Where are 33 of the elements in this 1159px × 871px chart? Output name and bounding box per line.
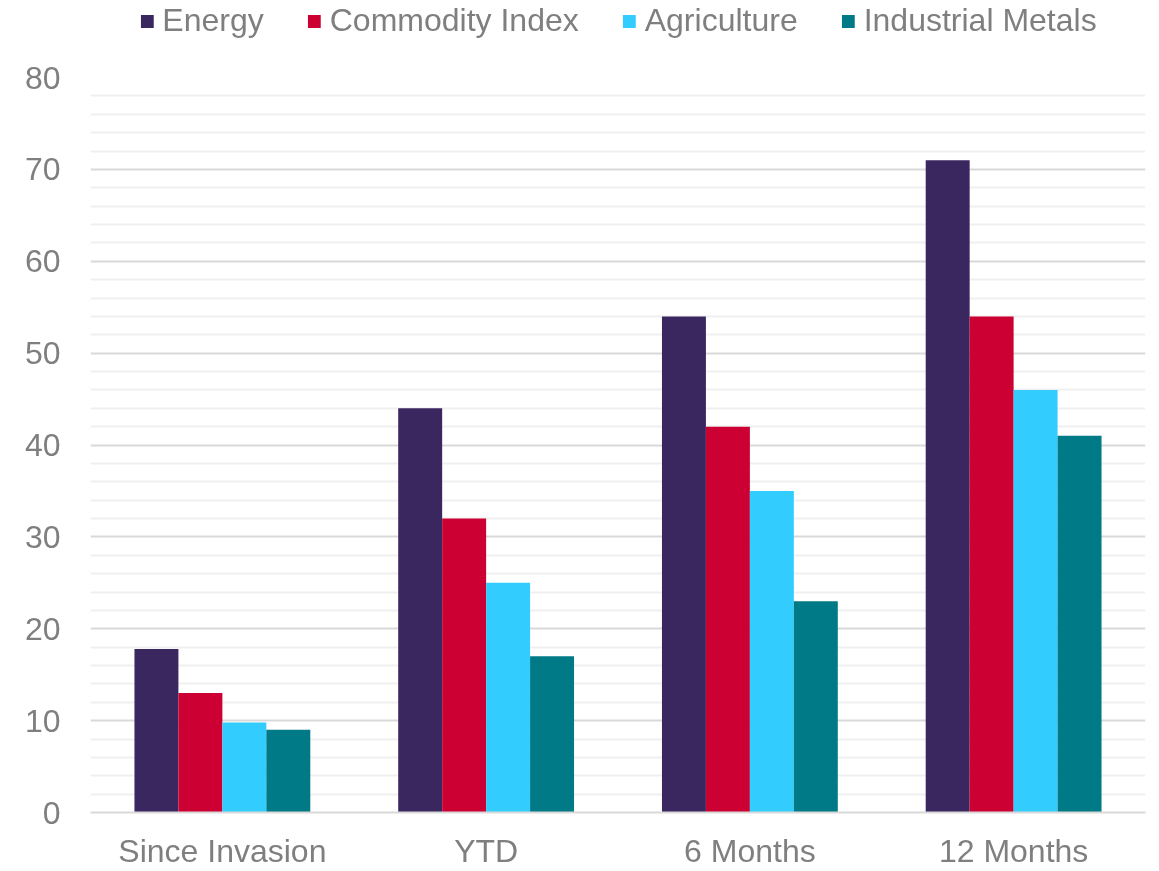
bar	[486, 582, 531, 813]
legend-label: Commodity Index	[329, 2, 579, 39]
bar	[530, 656, 575, 813]
legend-label: Agriculture	[644, 2, 798, 39]
bar	[969, 316, 1014, 813]
y-tick-label: 80	[24, 59, 61, 96]
x-tick-label: Since Invasion	[118, 832, 327, 869]
bar	[178, 693, 223, 813]
bar	[1057, 435, 1102, 813]
bar	[134, 648, 179, 813]
y-tick-label: 0	[42, 794, 61, 831]
bar	[398, 408, 443, 813]
bar	[749, 490, 794, 813]
x-tick-label: YTD	[454, 832, 519, 869]
legend-label: Energy	[162, 2, 264, 39]
y-tick-label: 10	[24, 702, 61, 739]
y-tick-label: 40	[24, 427, 61, 463]
x-tick-label: 12 Months	[938, 832, 1089, 869]
bar	[1013, 389, 1058, 813]
bar	[925, 160, 970, 813]
bar	[222, 722, 267, 813]
bar	[661, 316, 706, 813]
y-tick-label: 20	[24, 610, 61, 647]
x-tick-label: 6 Months	[684, 832, 816, 869]
y-tick-label: 70	[24, 151, 61, 188]
bar	[266, 729, 311, 813]
y-tick-label: 60	[24, 243, 61, 280]
bar	[793, 601, 838, 813]
y-tick-label: 30	[24, 518, 61, 555]
legend-label: Industrial Metals	[863, 2, 1097, 39]
bar	[442, 518, 487, 813]
bar	[705, 426, 750, 813]
y-tick-label: 50	[24, 335, 61, 372]
